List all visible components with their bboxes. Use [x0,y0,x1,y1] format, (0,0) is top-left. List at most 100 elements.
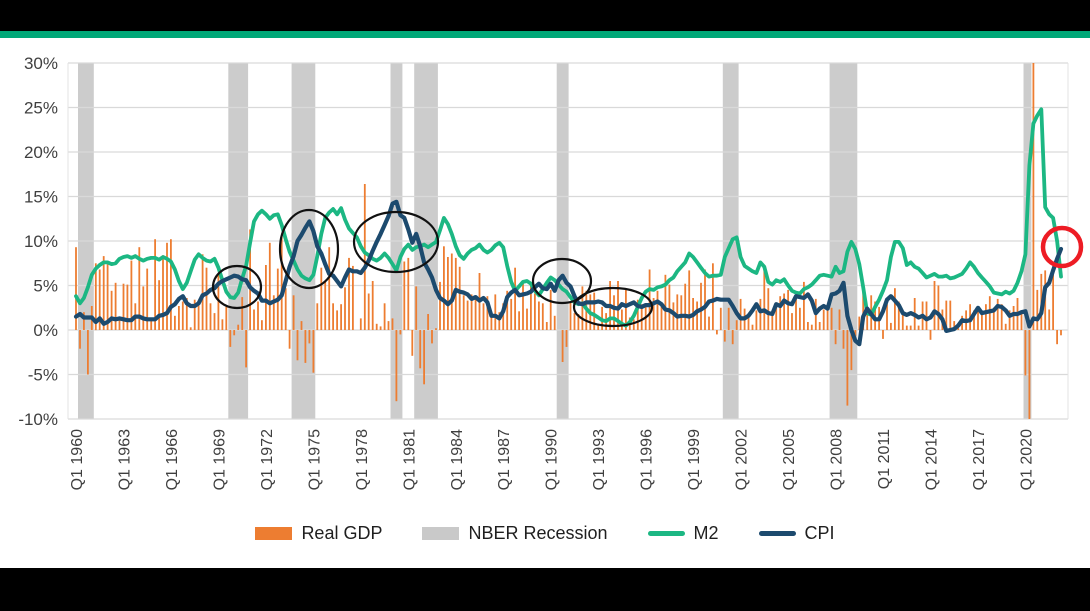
gdp-bar [189,327,192,330]
annotation-ellipse [572,286,654,328]
gdp-bar [664,274,667,330]
gdp-bar [185,298,188,330]
legend-swatch-rect [422,527,460,540]
gdp-bar [909,325,912,330]
gdp-bar [439,281,441,330]
gdp-bar [905,325,908,330]
x-axis-tick-label: Q1 1963 [116,429,133,490]
gdp-bar [130,260,133,330]
gdp-bar [197,302,200,330]
gdp-bar [739,298,742,330]
gdp-bar [249,229,251,330]
gdp-bar [1004,323,1007,330]
x-axis-tick-label: Q1 1999 [686,429,703,490]
gdp-bar [399,330,402,335]
gdp-bar [933,281,936,330]
gdp-bar [625,288,627,330]
gdp-bar [874,301,876,330]
gdp-bar [241,297,244,330]
gdp-bar [300,321,303,330]
gdp-bar [102,256,105,330]
legend-item-real-gdp: Real GDP [255,523,382,544]
x-axis-tick-label: Q1 2002 [734,429,751,490]
y-axis-tick-label: -10% [18,410,58,429]
gdp-bar [268,242,271,330]
gdp-bar [708,316,710,330]
gdp-bar [75,247,77,330]
gdp-bar [696,301,698,330]
gdp-bar [1008,310,1011,330]
gdp-bar [253,309,255,330]
gdp-bar [822,309,825,330]
gdp-bar [866,312,869,330]
gdp-bar [973,310,975,330]
gdp-bar [431,330,433,344]
x-axis-tick-label: Q1 1984 [449,429,466,490]
gdp-bar [886,304,888,330]
legend-item-m2: M2 [647,523,719,544]
gdp-bar [209,303,212,330]
gdp-bar [443,246,445,330]
gdp-bar [118,316,121,330]
gdp-bar [296,330,299,361]
gdp-bar [359,318,362,330]
gdp-bar [810,324,813,330]
x-axis-tick-label: Q1 1966 [164,429,181,490]
gdp-bar [498,312,501,330]
annotation-ellipse [278,208,340,290]
legend-label: Real GDP [301,523,383,543]
gdp-bar [522,281,524,330]
gdp-bar [716,330,718,335]
gdp-bar [229,330,232,347]
gdp-bar [371,281,374,330]
gdp-bar [518,311,520,330]
gdp-bar [719,307,722,331]
gdp-bar [1052,268,1054,330]
gdp-bar [257,301,259,330]
annotation-ellipse [352,210,440,274]
gdp-bar [775,302,778,330]
gdp-bar [181,301,184,330]
gdp-bar [474,297,477,330]
gdp-bar [826,310,829,330]
gdp-bar [704,269,706,330]
gdp-bar [688,270,691,330]
gdp-bar [1028,330,1031,419]
gdp-bar [684,283,687,330]
legend-swatch-line [758,531,796,536]
gdp-bar [953,321,956,330]
gdp-bar [929,330,932,340]
gdp-bar [205,267,208,330]
gdp-bar [379,326,382,330]
gdp-bar [660,302,663,330]
gdp-bar [897,301,900,330]
gdp-bar [106,264,109,330]
gdp-bar [336,310,338,330]
gdp-bar [747,314,750,330]
annotation-red-circle [1040,225,1084,269]
gdp-bar [98,269,101,330]
gdp-bar [937,285,940,330]
gdp-bar [597,323,600,330]
x-axis-tick-label: Q1 1972 [259,429,276,490]
gdp-bar [901,314,904,330]
gdp-bar [799,307,801,331]
gdp-bar [640,304,643,330]
gdp-bar [1048,309,1051,330]
gdp-bar [672,302,675,330]
gdp-bar [427,314,429,330]
y-axis-tick-label: 15% [24,188,58,207]
gdp-bar [403,261,406,330]
gdp-bar [763,267,766,330]
gdp-bar [213,313,216,330]
gdp-bar [166,242,168,330]
gdp-bar [490,314,493,330]
gdp-bar [723,330,726,342]
gdp-bar [759,298,762,330]
gdp-bar [423,330,425,385]
gdp-bar [731,330,734,345]
gdp-bar [265,265,267,330]
gdp-bar [807,322,809,330]
gdp-bar [632,319,635,330]
